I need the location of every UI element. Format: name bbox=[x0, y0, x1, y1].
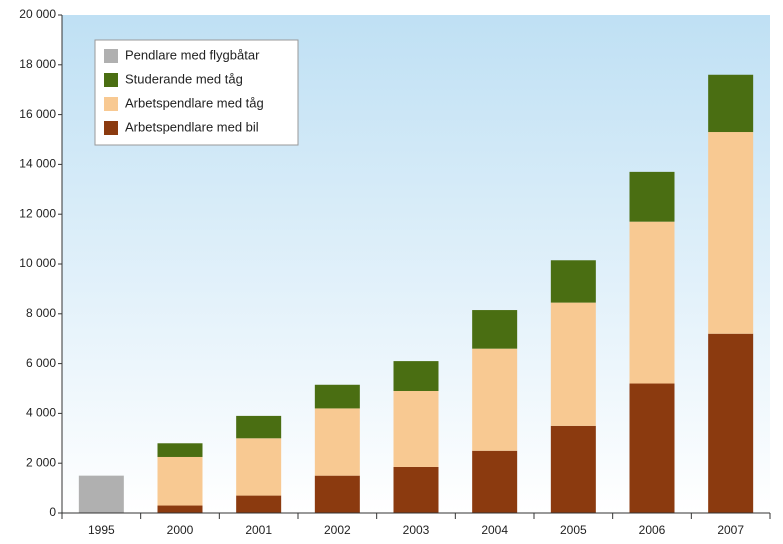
legend-swatch bbox=[104, 121, 118, 135]
bar-segment bbox=[629, 171, 675, 222]
y-tick-label: 16 000 bbox=[19, 107, 56, 121]
bar-segment bbox=[472, 310, 518, 349]
bar-segment bbox=[550, 302, 596, 426]
legend-swatch bbox=[104, 97, 118, 111]
x-tick-label: 2007 bbox=[717, 523, 744, 537]
x-tick-label: 2002 bbox=[324, 523, 351, 537]
bar-segment bbox=[629, 221, 675, 384]
bar-segment bbox=[78, 475, 124, 513]
bar-segment bbox=[157, 443, 203, 457]
bar-segment bbox=[236, 495, 282, 513]
y-tick-label: 18 000 bbox=[19, 57, 56, 71]
y-tick-label: 14 000 bbox=[19, 157, 56, 171]
y-tick-label: 8 000 bbox=[26, 306, 56, 320]
bar-segment bbox=[708, 74, 754, 133]
x-tick-label: 2005 bbox=[560, 523, 587, 537]
y-tick-label: 2 000 bbox=[26, 455, 56, 469]
bar-segment bbox=[393, 390, 439, 467]
bar-segment bbox=[157, 505, 203, 513]
x-tick-label: 1995 bbox=[88, 523, 115, 537]
bar-segment bbox=[393, 466, 439, 513]
legend: Pendlare med flygbåtar Studerande med tåg… bbox=[94, 39, 299, 146]
bar-segment bbox=[314, 384, 360, 409]
legend-label: Arbetspendlare med tåg bbox=[125, 95, 264, 110]
bar-segment bbox=[708, 333, 754, 513]
y-tick-label: 10 000 bbox=[19, 256, 56, 270]
bar-segment bbox=[393, 361, 439, 391]
x-tick-label: 2006 bbox=[639, 523, 666, 537]
bar-segment bbox=[472, 348, 518, 451]
bar-segment bbox=[157, 456, 203, 506]
bar-segment bbox=[472, 450, 518, 513]
bar-segment bbox=[314, 475, 360, 513]
legend-box bbox=[94, 39, 299, 146]
y-tick-label: 0 bbox=[49, 505, 56, 519]
x-tick-label: 2000 bbox=[167, 523, 194, 537]
bar-segment bbox=[629, 383, 675, 513]
x-tick-label: 2001 bbox=[245, 523, 272, 537]
legend-label: Studerande med tåg bbox=[125, 71, 243, 86]
x-tick-label: 2003 bbox=[403, 523, 430, 537]
bar-segment bbox=[314, 408, 360, 476]
legend-label: Pendlare med flygbåtar bbox=[125, 47, 260, 62]
bar-segment bbox=[708, 132, 754, 334]
legend-label: Arbetspendlare med bil bbox=[125, 119, 259, 134]
y-tick-label: 6 000 bbox=[26, 356, 56, 370]
x-tick-label: 2004 bbox=[481, 523, 508, 537]
y-tick-label: 20 000 bbox=[19, 7, 56, 21]
bar-segment bbox=[550, 425, 596, 513]
y-tick-label: 12 000 bbox=[19, 206, 56, 220]
y-tick-label: 4 000 bbox=[26, 406, 56, 420]
bar-segment bbox=[236, 415, 282, 439]
legend-swatch bbox=[104, 73, 118, 87]
bar-segment bbox=[550, 260, 596, 303]
legend-swatch bbox=[104, 49, 118, 63]
bar-segment bbox=[236, 438, 282, 496]
